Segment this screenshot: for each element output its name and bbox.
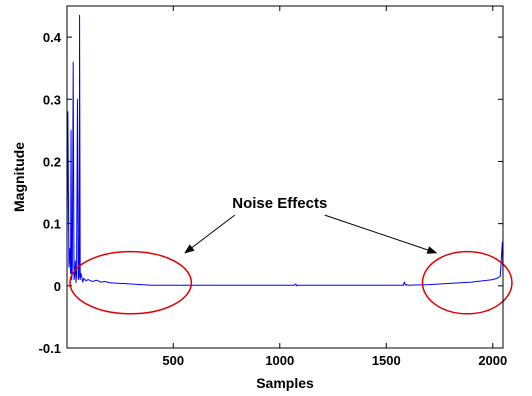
annotation-layer — [69, 214, 513, 315]
annotation-arrow — [184, 214, 236, 254]
annotation-text: Noise Effects — [232, 195, 327, 212]
y-tick-label: 0.2 — [43, 154, 61, 169]
axes-frame — [66, 5, 504, 349]
x-tick-label: 1000 — [265, 353, 294, 368]
x-tick-label: 2000 — [478, 353, 507, 368]
series-layer — [67, 14, 503, 287]
annotation-arrow — [324, 214, 438, 254]
series-line — [67, 14, 503, 287]
y-tick-label: 0 — [54, 279, 61, 294]
noise-region-ellipse — [69, 250, 193, 315]
y-tick-label: 0.3 — [43, 92, 61, 107]
y-tick-label: 0.1 — [43, 217, 61, 232]
x-axis-label: Samples — [256, 375, 314, 391]
plot-area — [67, 6, 503, 348]
y-axis-label: Magnitude — [11, 142, 27, 212]
noise-region-ellipse — [421, 250, 513, 315]
x-tick-label: 1500 — [372, 353, 401, 368]
ticks-layer: 500 1000 1500 2000 -0.1 0 0.1 0.2 0.3 0.4 — [39, 6, 507, 368]
y-tick-label: 0.4 — [43, 30, 62, 45]
x-tick-label: 500 — [162, 353, 184, 368]
y-tick-label: -0.1 — [39, 341, 61, 356]
